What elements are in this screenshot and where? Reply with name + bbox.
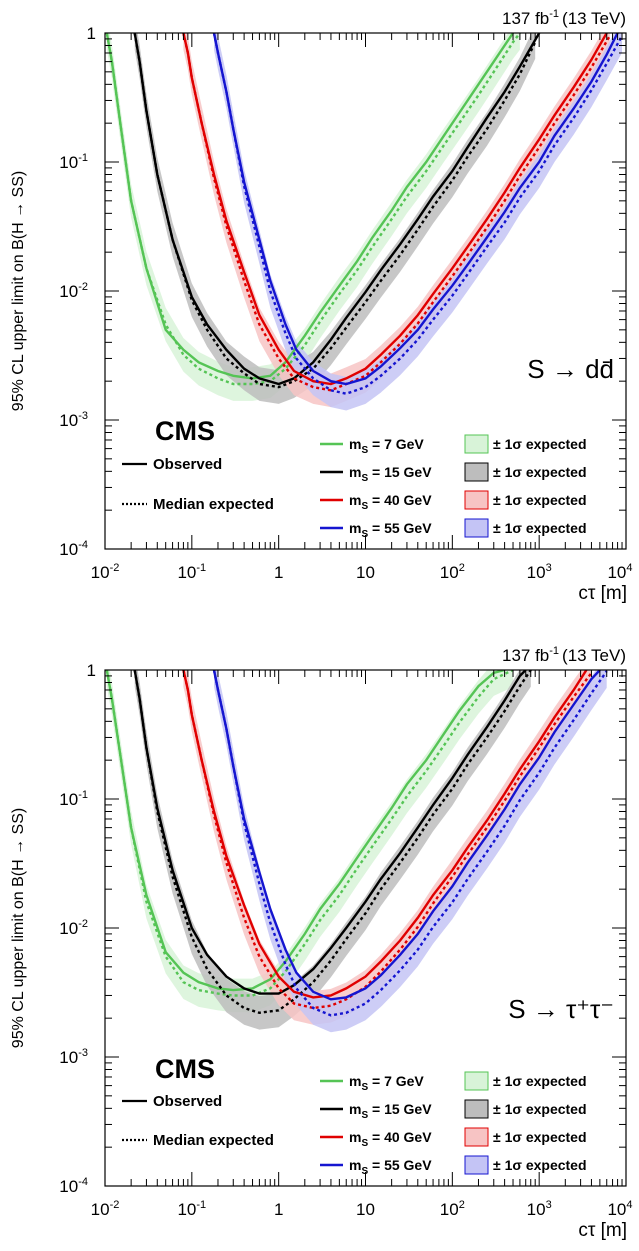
legend-band-swatch — [464, 1099, 489, 1119]
x-tick-label: 10-1 — [177, 562, 206, 582]
legend-mass-entries: mS = 7 GeV ± 1σ expected mS = 15 GeV ± 1σ e… — [320, 434, 587, 540]
legend-mass-label: mS = 15 GeV — [349, 1101, 432, 1121]
x-tick-labels: 10-2 10-1 1 10 102 103 104 — [91, 562, 633, 582]
lumi-label: 137 fb-1 (13 TeV) — [502, 8, 626, 28]
channel-label: S → τ⁺τ⁻ — [508, 994, 614, 1024]
expected-limit-line — [182, 33, 611, 392]
legend-mass-label: mS = 15 GeV — [349, 464, 432, 484]
observed-limit-line — [182, 33, 608, 386]
legend-mass-label: mS = 55 GeV — [349, 1157, 432, 1177]
legend-expected-label: Median expected — [153, 1132, 274, 1149]
y-tick-label: 10-3 — [59, 1047, 88, 1067]
x-axis-label: cτ [m] — [578, 583, 627, 604]
y-tick-labels: 1 10-1 10-2 10-3 10-4 — [59, 24, 96, 559]
y-tick-label: 10-1 — [59, 152, 88, 172]
legend-mass-entries: mS = 7 GeV ± 1σ expected mS = 15 GeV ± 1σ e… — [320, 1071, 587, 1177]
legend-band-swatch — [464, 1155, 489, 1175]
experiment-label: CMS — [155, 1054, 215, 1084]
sigma-band — [214, 33, 622, 411]
observed-limit-line — [212, 670, 601, 1001]
x-tick-label: 10-1 — [177, 1199, 206, 1219]
x-tick-labels: 10-2 10-1 1 10 102 103 104 — [91, 1199, 633, 1219]
x-tick-label: 103 — [527, 562, 552, 582]
legend-band-swatch — [464, 1071, 489, 1091]
legend-mass-label: mS = 7 GeV — [349, 1073, 424, 1093]
expected-limit-line — [105, 670, 514, 997]
x-tick-label: 10 — [356, 563, 375, 582]
observed-limit-line — [105, 670, 505, 992]
legend-band-swatch — [464, 490, 489, 510]
x-tick-label: 102 — [440, 1199, 465, 1219]
legend-band-swatch — [464, 1127, 489, 1147]
x-tick-label: 104 — [607, 562, 632, 582]
x-tick-label: 1 — [274, 1200, 283, 1219]
legend-mass-label: mS = 40 GeV — [349, 1129, 432, 1149]
lumi-label: 137 fb-1 (13 TeV) — [502, 645, 626, 665]
legend-observed-label: Observed — [153, 1093, 222, 1110]
expected-limit-line — [212, 670, 608, 1017]
legend-band-label: ± 1σ expected — [493, 520, 587, 536]
legend: Observed Median expected mS = 7 GeV ± 1σ … — [122, 1071, 587, 1177]
y-axis-label: 95% CL upper limit on B(H → SS) — [10, 171, 27, 411]
axis-ticks — [104, 670, 626, 1187]
sigma-band — [183, 33, 610, 408]
y-tick-labels: 1 10-1 10-2 10-3 10-4 — [59, 661, 96, 1196]
plot-area — [104, 32, 627, 550]
legend-expected-label: Median expected — [153, 496, 274, 513]
legend-band-label: ± 1σ expected — [493, 1101, 587, 1117]
x-tick-label: 1 — [274, 563, 283, 582]
plot-area — [104, 669, 627, 1187]
observed-limit-line — [182, 670, 588, 999]
x-tick-label: 10-2 — [91, 1199, 120, 1219]
y-tick-label: 1 — [87, 661, 96, 680]
legend-mass-label: mS = 40 GeV — [349, 492, 432, 512]
legend-band-label: ± 1σ expected — [493, 1157, 587, 1173]
legend-band-label: ± 1σ expected — [493, 1129, 587, 1145]
legend: Observed Median expected mS = 7 GeV ± 1σ … — [122, 434, 587, 540]
y-tick-label: 10-2 — [59, 918, 88, 938]
uncertainty-bands — [106, 33, 622, 411]
y-tick-label: 10-3 — [59, 410, 88, 430]
legend-band-label: ± 1σ expected — [493, 464, 587, 480]
legend-band-label: ± 1σ expected — [493, 1073, 587, 1089]
legend-band-swatch — [464, 462, 489, 482]
expected-limit-line — [133, 670, 532, 1015]
y-tick-label: 10-4 — [59, 1176, 88, 1196]
y-tick-label: 10-4 — [59, 539, 88, 559]
legend-band-label: ± 1σ expected — [493, 436, 587, 452]
x-tick-label: 103 — [527, 1199, 552, 1219]
legend-observed-label: Observed — [153, 456, 222, 473]
chart-panel-bottom: 137 fb-1 (13 TeV) 95% CL upper limit on B… — [10, 645, 633, 1241]
chart-panel-top: 137 fb-1 (13 TeV) 95% CL upper limit on B… — [10, 8, 633, 604]
sigma-band — [134, 33, 536, 404]
sigma-band — [106, 33, 520, 401]
y-tick-label: 1 — [87, 24, 96, 43]
y-tick-label: 10-1 — [59, 789, 88, 809]
channel-label: S → dd̄ — [527, 354, 614, 384]
expected-limit-line — [212, 33, 624, 395]
axis-ticks — [104, 33, 626, 550]
x-tick-label: 10 — [356, 1200, 375, 1219]
legend-mass-label: mS = 7 GeV — [349, 436, 424, 456]
observed-limit-line — [133, 670, 527, 995]
x-tick-label: 10-2 — [91, 562, 120, 582]
x-tick-label: 104 — [607, 1199, 632, 1219]
limit-curves — [105, 33, 624, 395]
expected-limit-line — [182, 670, 593, 1010]
y-axis-label: 95% CL upper limit on B(H → SS) — [10, 808, 27, 1048]
legend-mass-label: mS = 55 GeV — [349, 520, 432, 540]
limit-curves — [105, 670, 608, 1017]
legend-band-swatch — [464, 434, 489, 454]
experiment-label: CMS — [155, 416, 215, 446]
uncertainty-bands — [106, 670, 607, 1033]
legend-band-label: ± 1σ expected — [493, 492, 587, 508]
observed-limit-line — [133, 33, 541, 386]
y-tick-label: 10-2 — [59, 281, 88, 301]
x-tick-label: 102 — [440, 562, 465, 582]
observed-limit-line — [212, 33, 619, 386]
x-axis-label: cτ [m] — [578, 1220, 627, 1241]
legend-band-swatch — [464, 518, 489, 538]
